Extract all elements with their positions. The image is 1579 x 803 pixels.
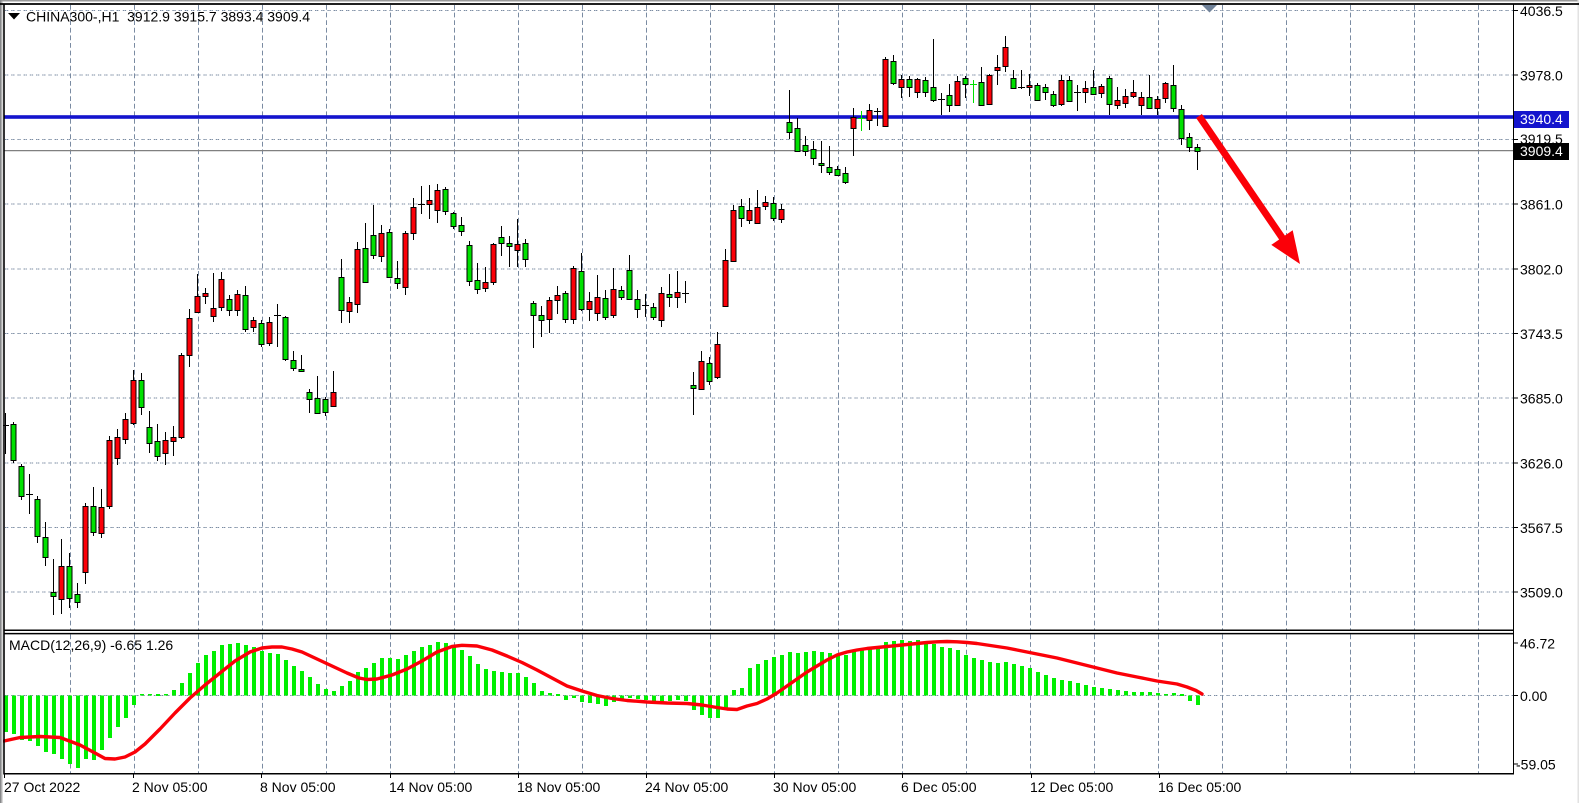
svg-text:3978.0: 3978.0 bbox=[1520, 68, 1563, 84]
svg-text:24 Nov 05:00: 24 Nov 05:00 bbox=[645, 779, 728, 795]
svg-text:3567.5: 3567.5 bbox=[1520, 520, 1563, 536]
svg-text:18 Nov 05:00: 18 Nov 05:00 bbox=[517, 779, 600, 795]
svg-text:3909.4: 3909.4 bbox=[1520, 143, 1563, 159]
svg-text:8 Nov 05:00: 8 Nov 05:00 bbox=[260, 779, 336, 795]
svg-text:6 Dec 05:00: 6 Dec 05:00 bbox=[901, 779, 977, 795]
svg-text:3685.0: 3685.0 bbox=[1520, 391, 1563, 407]
svg-text:12 Dec 05:00: 12 Dec 05:00 bbox=[1030, 779, 1113, 795]
svg-text:MACD(12,26,9) -6.65 1.26: MACD(12,26,9) -6.65 1.26 bbox=[9, 637, 173, 653]
svg-text:3626.0: 3626.0 bbox=[1520, 456, 1563, 472]
svg-text:46.72: 46.72 bbox=[1520, 636, 1555, 652]
svg-text:CHINA300-,H1 3912.9 3915.7 38: CHINA300-,H1 3912.9 3915.7 3893.4 3909.4 bbox=[26, 9, 310, 25]
svg-text:3802.0: 3802.0 bbox=[1520, 262, 1563, 278]
svg-text:4036.5: 4036.5 bbox=[1520, 3, 1563, 19]
svg-text:3743.5: 3743.5 bbox=[1520, 326, 1563, 342]
svg-text:27 Oct 2022: 27 Oct 2022 bbox=[4, 779, 80, 795]
svg-text:3940.4: 3940.4 bbox=[1520, 111, 1563, 127]
svg-text:3861.0: 3861.0 bbox=[1520, 197, 1563, 213]
svg-text:2 Nov 05:00: 2 Nov 05:00 bbox=[132, 779, 208, 795]
svg-text:0.00: 0.00 bbox=[1520, 688, 1547, 704]
svg-text:30 Nov 05:00: 30 Nov 05:00 bbox=[773, 779, 856, 795]
svg-text:3509.0: 3509.0 bbox=[1520, 585, 1563, 601]
svg-text:14 Nov 05:00: 14 Nov 05:00 bbox=[389, 779, 472, 795]
svg-text:-59.05: -59.05 bbox=[1516, 757, 1556, 773]
svg-text:16 Dec 05:00: 16 Dec 05:00 bbox=[1158, 779, 1241, 795]
